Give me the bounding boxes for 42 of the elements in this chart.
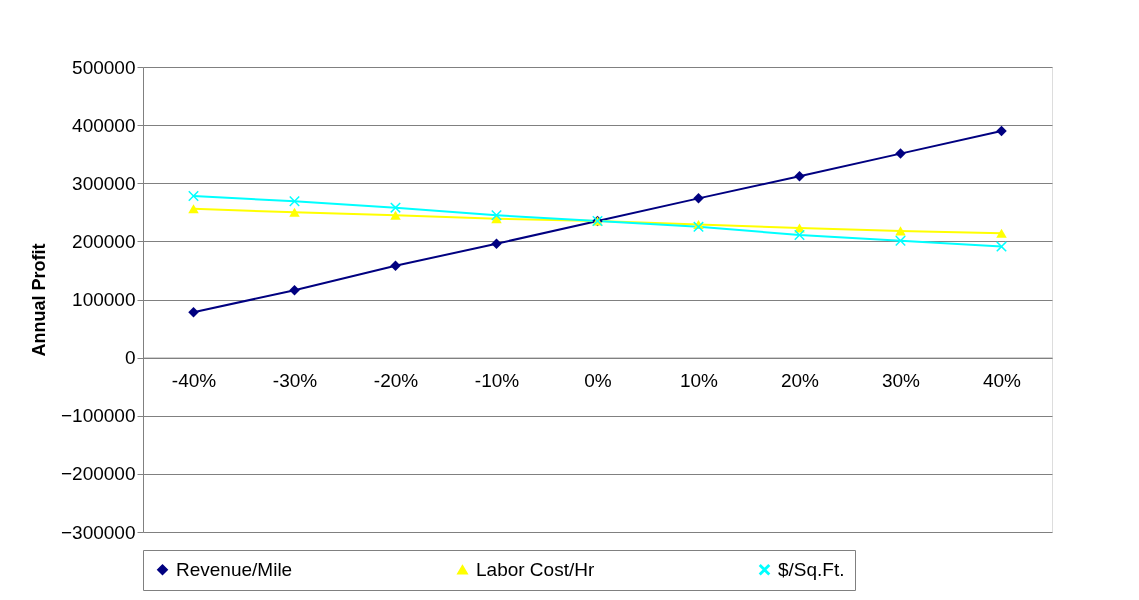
point: [188, 307, 199, 318]
point: [693, 193, 704, 204]
point: [895, 235, 906, 247]
x-tick-label: 0%: [584, 370, 612, 392]
x-tick-label: 20%: [780, 370, 820, 392]
point: [895, 226, 906, 236]
point: [390, 210, 401, 220]
point: [188, 190, 199, 202]
y-tick-label: 500000: [72, 56, 136, 78]
point: [491, 238, 502, 249]
x-tick-label: -30%: [272, 370, 318, 392]
point: [289, 207, 300, 217]
y-axis-title: Annual Profit: [29, 243, 49, 357]
y-tick-label: 300000: [72, 172, 136, 194]
y-tick-label: 200000: [72, 230, 136, 252]
point: [289, 284, 300, 296]
y-tick-label: 0: [124, 347, 136, 369]
point: [996, 125, 1007, 137]
x-tick-label: -40%: [171, 370, 217, 392]
point: [390, 202, 401, 213]
y-tick-label: −200000: [61, 463, 136, 485]
point: [491, 209, 502, 221]
y-tick-label: −300000: [61, 521, 136, 543]
point: [794, 229, 805, 241]
x-tick-label: 10%: [679, 370, 719, 392]
x-tick-label: -20%: [373, 370, 419, 392]
point: [996, 241, 1007, 252]
point: [895, 148, 906, 159]
point: [794, 171, 805, 182]
y-tick-label: 100000: [72, 289, 136, 310]
point: [289, 196, 300, 207]
y-tick-label: 400000: [72, 114, 136, 136]
x-tick-label: 30%: [881, 370, 921, 392]
legend-label: Labor Cost/Hr: [476, 558, 595, 580]
x-tick-label: 40%: [982, 370, 1022, 392]
legend-label: Revenue/Mile: [176, 558, 293, 580]
point: [996, 228, 1007, 238]
y-tick-label: −100000: [61, 405, 136, 427]
point: [390, 260, 401, 272]
x-tick-label: -10%: [474, 370, 520, 392]
legend-label: $/Sq.Ft.: [778, 558, 845, 580]
point: [188, 204, 199, 214]
